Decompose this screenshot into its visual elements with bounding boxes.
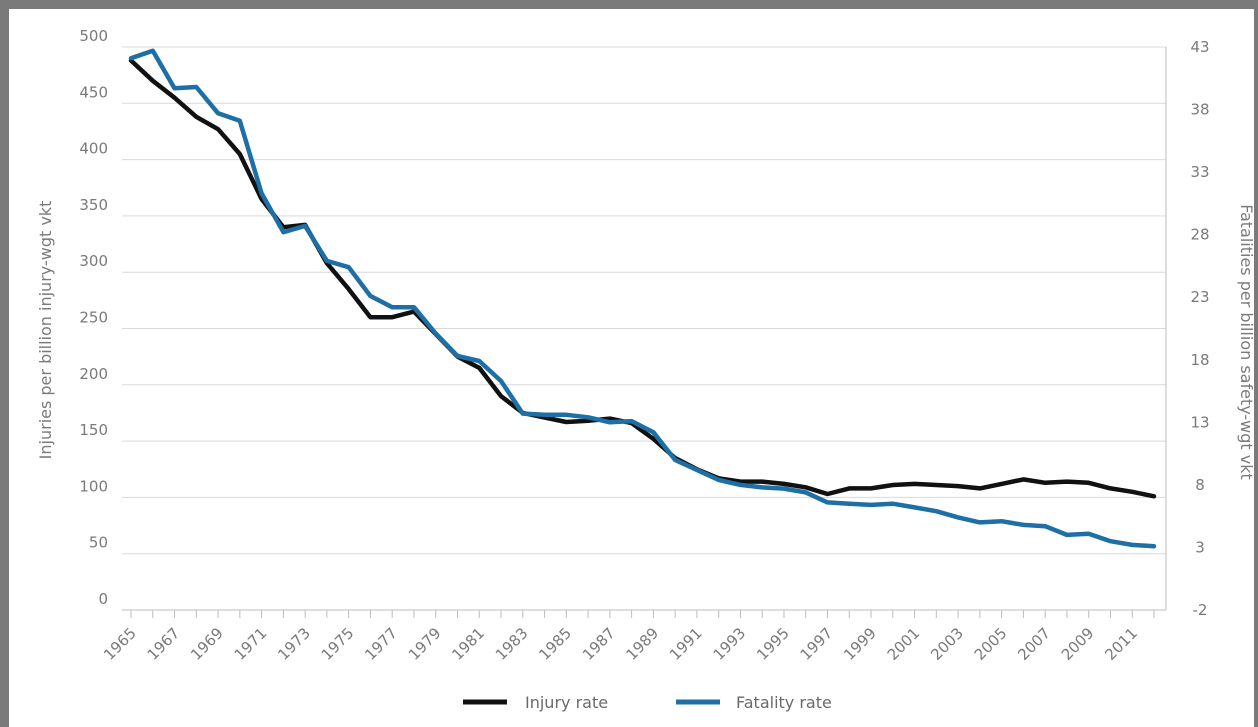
x-tick-label: 1987 (579, 624, 619, 664)
right-tick-label: 28 (1190, 226, 1209, 244)
x-tick-label: 1981 (448, 624, 488, 664)
x-tick-label: 1965 (100, 624, 140, 664)
right-tick-label: 43 (1190, 38, 1209, 56)
x-tick-label: 1989 (622, 624, 662, 664)
x-tick-label: 1971 (231, 624, 271, 664)
series-line-injury-rate (128, 58, 1157, 499)
x-tick-label: 1991 (666, 624, 706, 664)
x-tick-label: 1995 (753, 624, 793, 664)
left-tick-label: 0 (98, 590, 108, 608)
left-tick-label: 100 (79, 477, 108, 495)
axes (122, 47, 1167, 611)
right-tick-label: 3 (1195, 538, 1205, 556)
x-tick-label: 1993 (710, 624, 750, 664)
x-tick-label: 1975 (318, 624, 358, 664)
x-tick-label: 1977 (361, 624, 401, 664)
right-tick-label: 8 (1195, 476, 1205, 494)
right-tick-label: 18 (1190, 351, 1209, 369)
x-tick-label: 2011 (1101, 624, 1141, 664)
right-tick-label: -2 (1193, 601, 1208, 619)
grid-lines (122, 46, 1166, 611)
left-tick-label: 200 (79, 365, 108, 383)
legend-label-injury: Injury rate (525, 693, 608, 712)
x-tick-label: 1973 (274, 624, 314, 664)
left-tick-label: 150 (79, 421, 108, 439)
x-tick-label: 2005 (971, 624, 1011, 664)
left-axis-title: Injuries per billion injury-wgt vkt (36, 201, 55, 460)
x-tick-label: 1979 (405, 624, 445, 664)
series-lines (128, 48, 1157, 549)
x-tick-label: 1983 (492, 624, 532, 664)
left-tick-label: 400 (79, 140, 108, 158)
x-tick-label: 2009 (1058, 624, 1098, 664)
x-tick-label: 2003 (927, 624, 967, 664)
left-tick-label: 50 (89, 534, 108, 552)
x-tick-label: 1967 (144, 624, 184, 664)
right-tick-label: 38 (1190, 101, 1209, 119)
x-tick-label: 2001 (884, 624, 924, 664)
series-line-fatality-rate (128, 48, 1157, 549)
left-tick-label: 350 (79, 196, 108, 214)
x-tick-label: 2007 (1014, 624, 1054, 664)
legend: Injury rate Fatality rate (463, 693, 832, 712)
left-tick-label: 250 (79, 309, 108, 327)
x-tick-label: 1997 (797, 624, 837, 664)
legend-label-fatality: Fatality rate (736, 693, 832, 712)
left-tick-label: 500 (79, 27, 108, 45)
right-axis-title: Fatalities per billion safety-wgt vkt (1237, 204, 1256, 480)
x-tick-label: 1969 (187, 624, 227, 664)
right-tick-label: 33 (1190, 163, 1209, 181)
left-axis-ticks: 0 50 100 150 200 250 300 350 400 450 500 (79, 27, 108, 608)
left-tick-label: 300 (79, 252, 108, 270)
x-axis-ticks: 1965 1967 1969 1971 1973 1975 1977 1979 1981 1983… (100, 610, 1155, 664)
right-tick-label: 13 (1190, 413, 1209, 431)
x-tick-label: 1985 (535, 624, 575, 664)
right-tick-label: 23 (1190, 288, 1209, 306)
left-tick-label: 450 (79, 83, 108, 101)
x-tick-label: 1999 (840, 624, 880, 664)
